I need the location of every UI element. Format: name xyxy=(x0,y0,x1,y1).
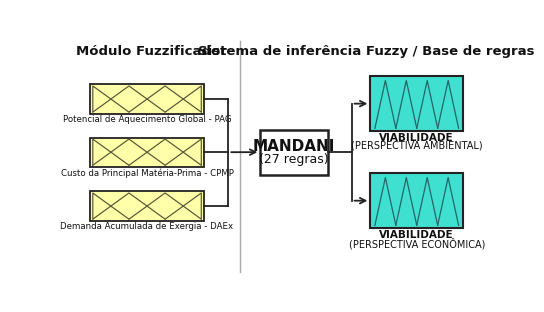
Bar xyxy=(90,85,205,114)
Text: Módulo Fuzzificador: Módulo Fuzzificador xyxy=(76,45,227,58)
Text: (PERSPECTIVA AMBIENTAL): (PERSPECTIVA AMBIENTAL) xyxy=(351,141,483,151)
Text: Custo da Principal Matéria-Prima - CPMP: Custo da Principal Matéria-Prima - CPMP xyxy=(60,168,233,178)
Bar xyxy=(260,130,329,174)
Text: Potencial de Aquecimento Global - PAG: Potencial de Aquecimento Global - PAG xyxy=(63,115,231,124)
Bar xyxy=(370,76,463,131)
Text: VIABILIDADE: VIABILIDADE xyxy=(379,230,454,240)
Bar xyxy=(90,138,205,167)
Text: Sistema de inferência Fuzzy / Base de regras: Sistema de inferência Fuzzy / Base de re… xyxy=(198,45,535,58)
Text: VIABILIDADE: VIABILIDADE xyxy=(379,133,454,143)
Bar xyxy=(90,192,205,221)
Text: MANDANI: MANDANI xyxy=(253,139,336,154)
Text: (27 regras): (27 regras) xyxy=(259,153,329,166)
Text: Demanda Acumulada de Exergia - DAEx: Demanda Acumulada de Exergia - DAEx xyxy=(60,222,233,231)
Bar xyxy=(370,173,463,228)
Text: (PERSPECTIVA ECONÔMICA): (PERSPECTIVA ECONÔMICA) xyxy=(349,238,485,249)
